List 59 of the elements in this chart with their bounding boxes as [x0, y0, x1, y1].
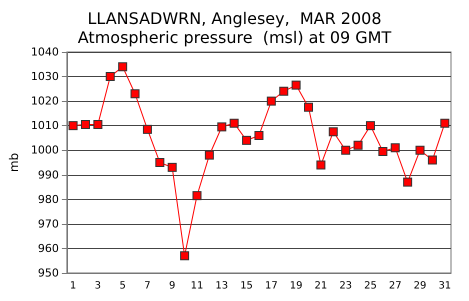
- point: [316, 160, 326, 170]
- point: [168, 162, 177, 172]
- point: [292, 80, 301, 90]
- y-tick-label: 1020: [30, 94, 59, 108]
- y-axis-title: mb: [7, 152, 21, 172]
- point: [428, 156, 437, 165]
- x-tick-label: 1: [70, 280, 76, 292]
- x-tick-label: 17: [264, 280, 278, 292]
- point: [266, 96, 276, 106]
- x-tick-label: 25: [364, 280, 377, 292]
- point: [403, 178, 412, 187]
- point: [204, 150, 214, 160]
- x-tick-label: 13: [215, 280, 228, 292]
- point: [80, 120, 90, 129]
- y-tick-label: 970: [38, 217, 59, 230]
- x-tick-label: 21: [314, 280, 328, 292]
- point: [142, 124, 152, 134]
- x-tick-label: 15: [240, 280, 253, 292]
- point: [366, 121, 375, 130]
- x-tick-label: 19: [290, 280, 302, 292]
- point: [180, 251, 190, 260]
- y-tick-label: 950: [38, 266, 59, 280]
- point: [155, 158, 164, 167]
- point: [378, 146, 388, 156]
- point: [304, 102, 314, 112]
- point: [354, 140, 363, 150]
- x-tick-label: 29: [414, 280, 426, 292]
- point: [254, 130, 264, 140]
- point: [93, 120, 102, 129]
- point: [130, 89, 140, 98]
- x-tick-label: 11: [190, 280, 204, 292]
- point: [416, 146, 425, 155]
- y-tick-label: 960: [38, 242, 59, 255]
- x-tick-label: 7: [144, 280, 151, 292]
- point: [118, 62, 128, 72]
- x-tick-label: 27: [388, 280, 402, 292]
- y-tick-label: 980: [38, 192, 59, 206]
- point: [217, 122, 226, 132]
- point: [230, 118, 239, 128]
- point: [68, 121, 78, 130]
- chart-title: LLANSADWRN, Anglesey, MAR 2008 Atmospheric pressure (msl) at 09 GMT: [78, 9, 392, 47]
- y-tick-label: 1000: [30, 144, 59, 157]
- point: [440, 118, 450, 128]
- point: [106, 72, 115, 82]
- x-tick-label: 31: [438, 280, 452, 292]
- point: [192, 191, 202, 200]
- x-tick-label: 23: [339, 280, 352, 292]
- point: [279, 86, 288, 96]
- point: [390, 143, 400, 152]
- y-tick-label: 1010: [30, 119, 59, 132]
- y-tick-label: 1040: [30, 46, 59, 58]
- point: [328, 127, 338, 136]
- y-tick-label: 1030: [30, 70, 59, 84]
- x-tick-label: 9: [169, 280, 176, 292]
- point: [242, 136, 252, 145]
- point: [341, 146, 350, 155]
- x-tick-label: 3: [94, 280, 102, 292]
- x-tick-label: 5: [119, 280, 126, 292]
- y-tick-label: 990: [38, 168, 59, 182]
